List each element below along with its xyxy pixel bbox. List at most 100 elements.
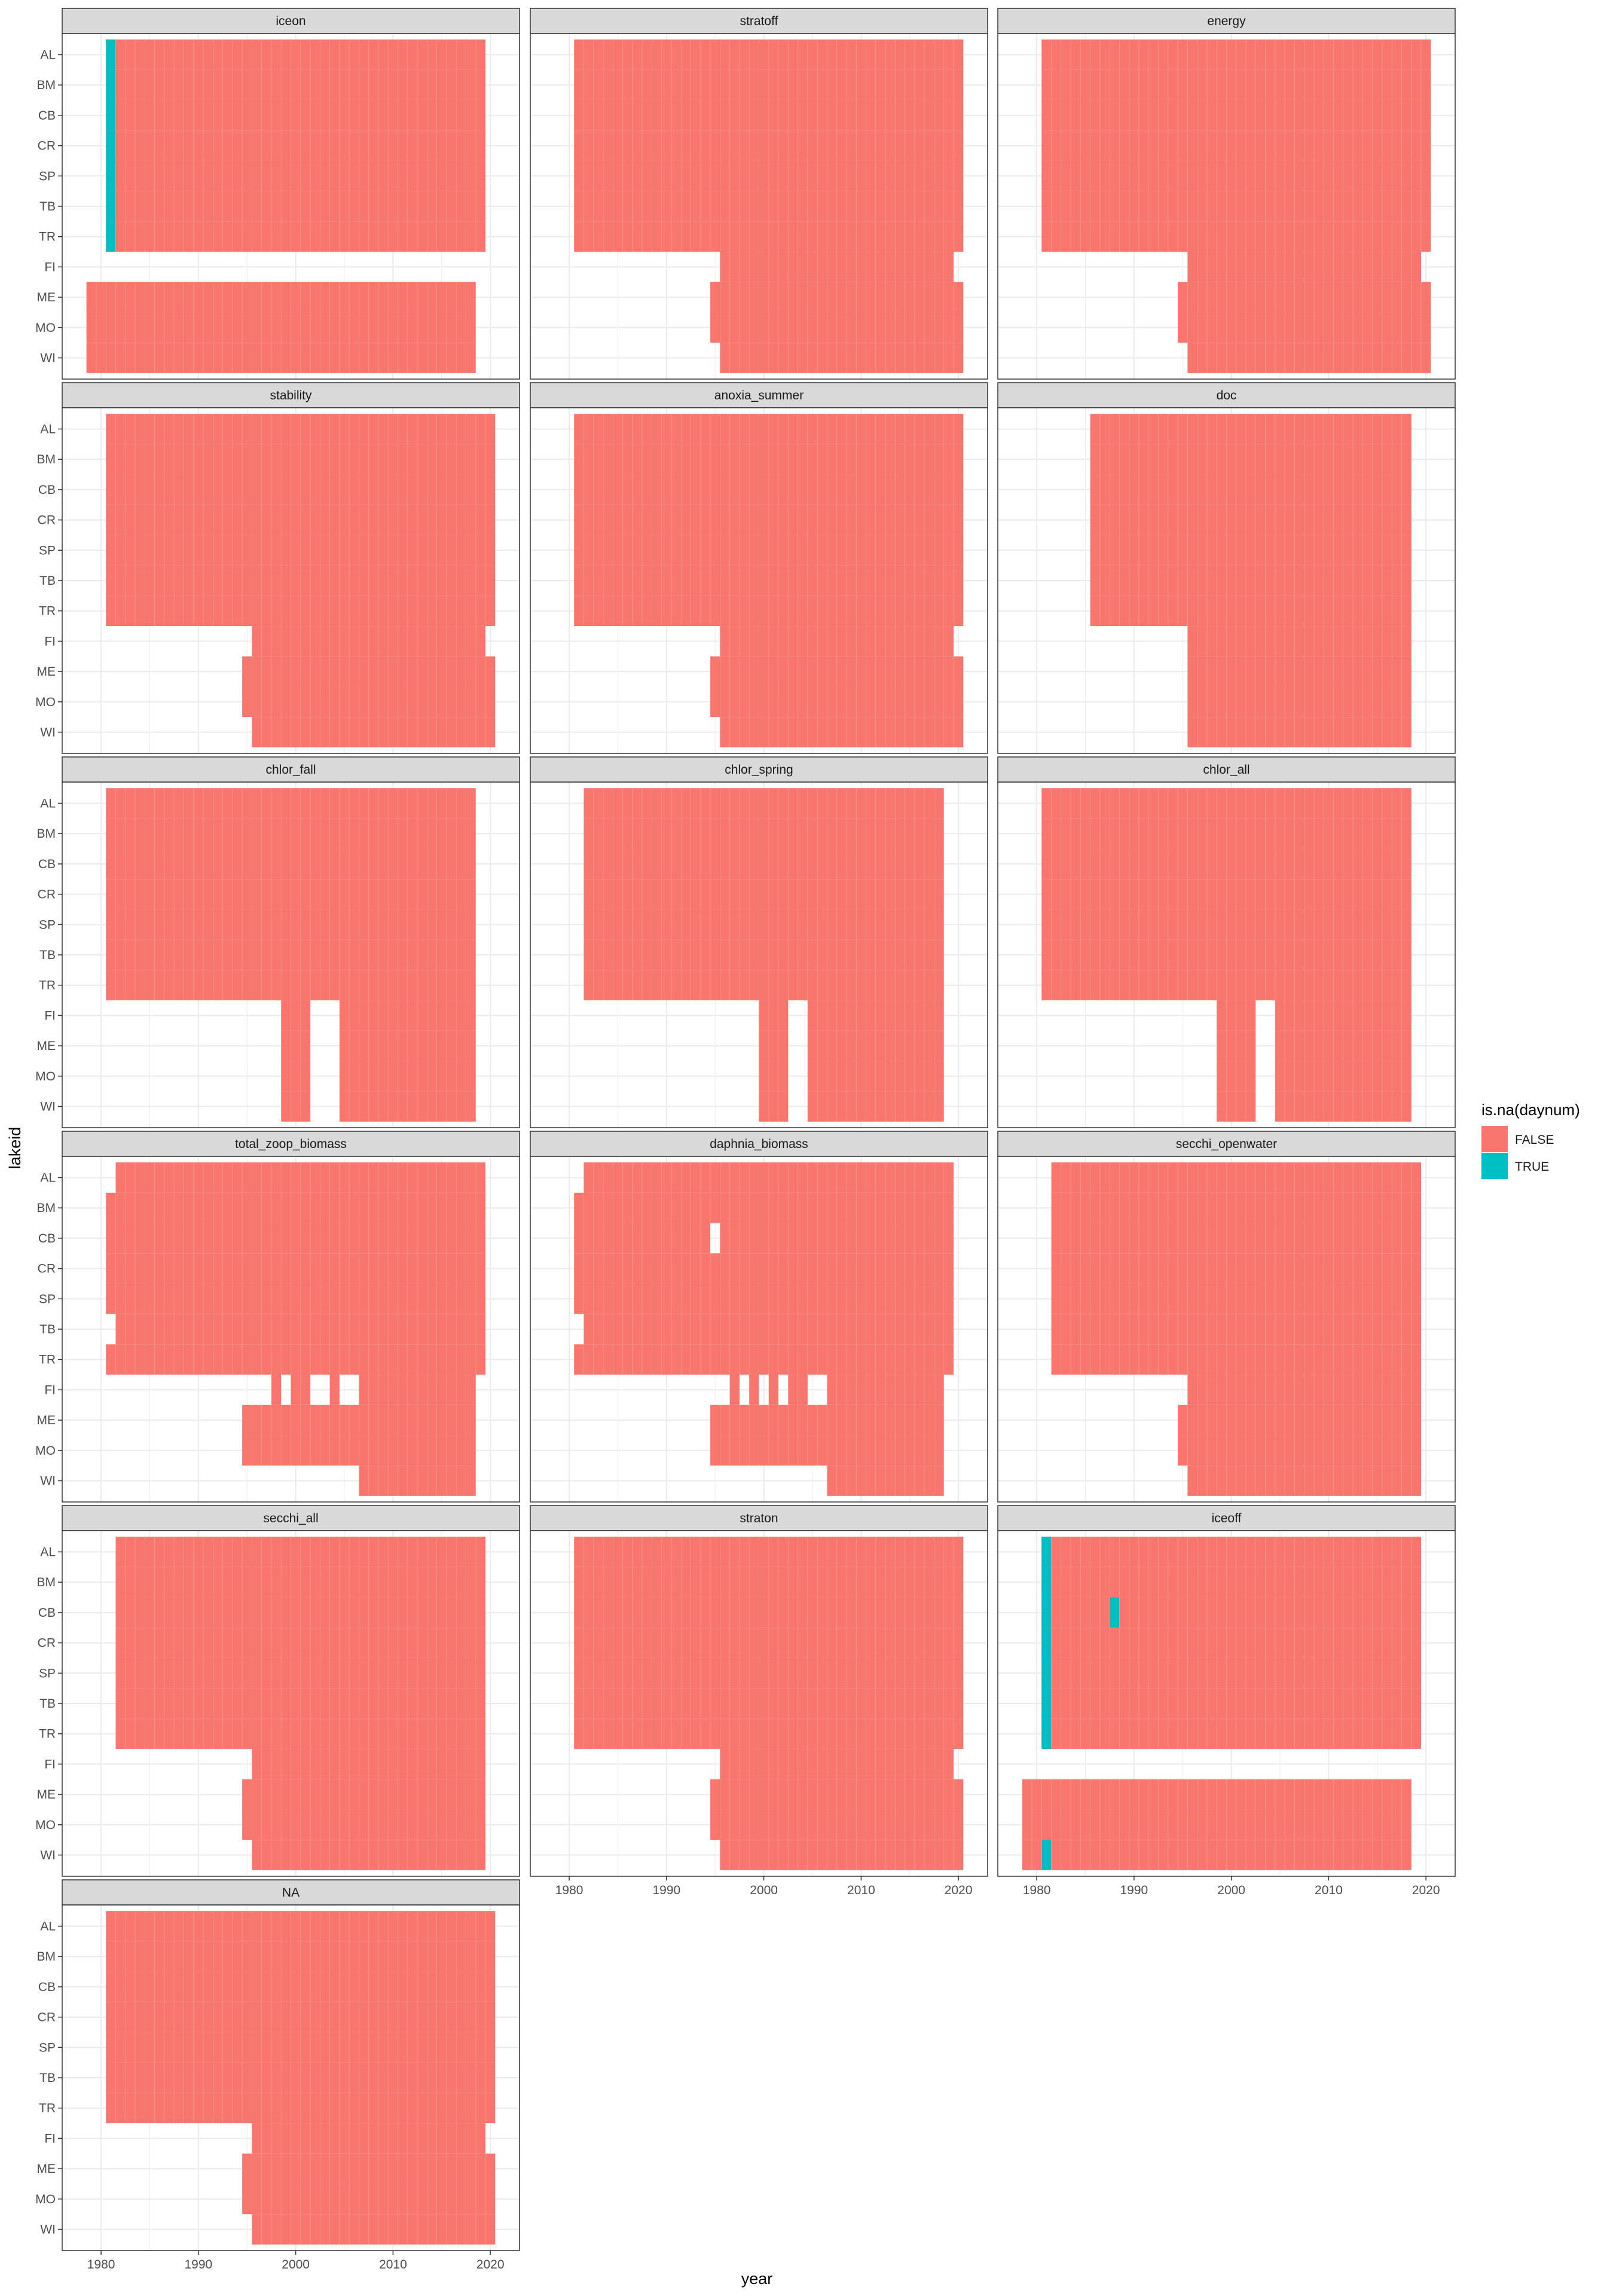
- heatmap-tile-false: [583, 788, 944, 819]
- y-tick-label: CB: [38, 109, 56, 123]
- facet-strip: [62, 382, 520, 408]
- heatmap-tile-false: [106, 1344, 486, 1375]
- y-tick-label: ME: [37, 1413, 56, 1427]
- facet-strip: [997, 8, 1456, 34]
- facet-panel-chlor-spring: chlor_spring: [530, 756, 988, 1128]
- y-tick-label: AL: [40, 422, 56, 436]
- heatmap-tile-false: [106, 1283, 486, 1314]
- facet-panel-secchi-openwater: secchi_openwater: [997, 1131, 1456, 1503]
- heatmap-tile-true: [106, 130, 116, 161]
- heatmap-tile-false: [768, 1375, 779, 1405]
- y-tick-label: TR: [39, 1353, 56, 1367]
- y-tick-label: BM: [37, 78, 56, 92]
- y-tick-label: CB: [38, 483, 56, 497]
- heatmap-tile-false: [1187, 717, 1412, 747]
- panel-border: [530, 1156, 988, 1503]
- heatmap-tile-false: [281, 1091, 311, 1122]
- facet-strip-label: doc: [1217, 389, 1237, 402]
- y-tick-label: TB: [39, 574, 56, 588]
- heatmap-tile-false: [1090, 444, 1412, 475]
- panel-border: [997, 781, 1456, 1128]
- heatmap-tile-true: [106, 39, 116, 70]
- heatmap-tile-false: [1187, 343, 1431, 373]
- y-tick-label: ME: [37, 291, 56, 304]
- facet-strip: [62, 756, 520, 783]
- panel-border: [997, 33, 1456, 380]
- facet-strip-label: chlor_all: [1203, 763, 1249, 777]
- facet-panel-daphnia-biomass: daphnia_biomass: [530, 1131, 988, 1503]
- heatmap-tile-false: [1178, 1405, 1422, 1436]
- y-tick-label: WI: [40, 352, 56, 365]
- heatmap-tile-false: [574, 1344, 954, 1375]
- heatmap-tile-false: [583, 909, 944, 940]
- heatmap-tile-false: [242, 1809, 486, 1840]
- heatmap-tile-false: [281, 1000, 311, 1031]
- y-tick-label: TR: [39, 230, 56, 244]
- heatmap-tile-false: [583, 939, 944, 970]
- heatmap-tile-false: [1187, 656, 1412, 687]
- heatmap-tile-false: [1090, 474, 1412, 505]
- heatmap-tile-false: [1090, 414, 1412, 444]
- heatmap-tile-false: [1090, 565, 1412, 596]
- facet-panel-stratoff: stratoff: [530, 8, 988, 380]
- facet-strip-label: total_zoop_biomass: [235, 1137, 347, 1151]
- y-tick-label: WI: [40, 1474, 56, 1488]
- heatmap-tile-false: [106, 100, 486, 131]
- heatmap-tile-false: [106, 130, 486, 161]
- facet-panel-iceon: iceon AL BM CB CR SP TB TR FI ME MO WI: [35, 8, 520, 380]
- facet-strip: [530, 8, 988, 34]
- panel-border: [997, 407, 1456, 754]
- heatmap-tile-false: [1187, 626, 1412, 657]
- y-tick-label: BM: [37, 827, 56, 841]
- facet-strip: [530, 1131, 988, 1157]
- panel-border: [530, 781, 988, 1128]
- y-tick-label: CR: [38, 514, 56, 527]
- facet-strip-label: anoxia_summer: [714, 389, 804, 402]
- heatmap-tile-true: [106, 191, 116, 222]
- facet-panel-doc: doc: [997, 382, 1456, 754]
- y-tick-label: CB: [38, 1232, 56, 1245]
- facet-strip: [62, 1131, 520, 1157]
- heatmap-tile-false: [583, 879, 944, 909]
- heatmap-tile-false: [1187, 686, 1412, 718]
- heatmap-tile-false: [749, 1375, 759, 1405]
- facet-panel-anoxia-summer: anoxia_summer: [530, 382, 988, 754]
- heatmap-tile-false: [106, 39, 486, 70]
- facet-strip: [62, 8, 520, 34]
- heatmap-tile-false: [574, 1253, 954, 1284]
- y-tick-label: WI: [40, 726, 56, 740]
- heatmap-tile-false: [281, 1061, 311, 1092]
- y-tick-label: ME: [37, 665, 56, 679]
- heatmap-tile-false: [242, 1779, 486, 1810]
- facet-panel-total-zoop-biomass: total_zoop_biomass AL BM CB CR SP TB TR FI ME MO WI: [35, 1131, 520, 1503]
- y-tick-label: MO: [35, 1070, 56, 1083]
- heatmap-tile-false: [106, 1192, 486, 1223]
- heatmap-tile-false: [106, 191, 486, 222]
- facet-strip-label: chlor_fall: [265, 763, 316, 777]
- heatmap-tile-false: [574, 1192, 954, 1223]
- heatmap-tile-false: [106, 160, 486, 191]
- facet-panel-energy: energy: [997, 8, 1456, 380]
- y-tick-label: BM: [37, 1201, 56, 1215]
- heatmap-tile-true: [106, 221, 116, 252]
- y-tick-label: FI: [44, 634, 56, 648]
- facet-strip-label: energy: [1207, 14, 1246, 28]
- panel-border: [997, 1156, 1456, 1503]
- y-tick-label: BM: [37, 453, 56, 466]
- facet-strip-label: chlor_spring: [725, 763, 793, 777]
- y-tick-label: CB: [38, 857, 56, 871]
- heatmap-tile-false: [583, 970, 944, 1001]
- y-tick-label: FI: [44, 1383, 56, 1397]
- y-tick-label: TB: [39, 948, 56, 962]
- heatmap-tile-false: [759, 1000, 789, 1031]
- y-tick-label: AL: [40, 796, 56, 810]
- facet-panel-stability: stability AL BM CB CR SP TB TR FI ME MO WI: [35, 382, 520, 754]
- heatmap-tile-false: [729, 1375, 740, 1405]
- facet-panel-chlor-fall: chlor_fall AL BM CB CR SP TB TR FI ME MO WI: [35, 756, 520, 1128]
- y-tick-label: MO: [35, 1444, 56, 1458]
- facet-strip: [530, 756, 988, 783]
- y-tick-label: CR: [38, 139, 56, 153]
- y-tick-label: TB: [39, 1323, 56, 1336]
